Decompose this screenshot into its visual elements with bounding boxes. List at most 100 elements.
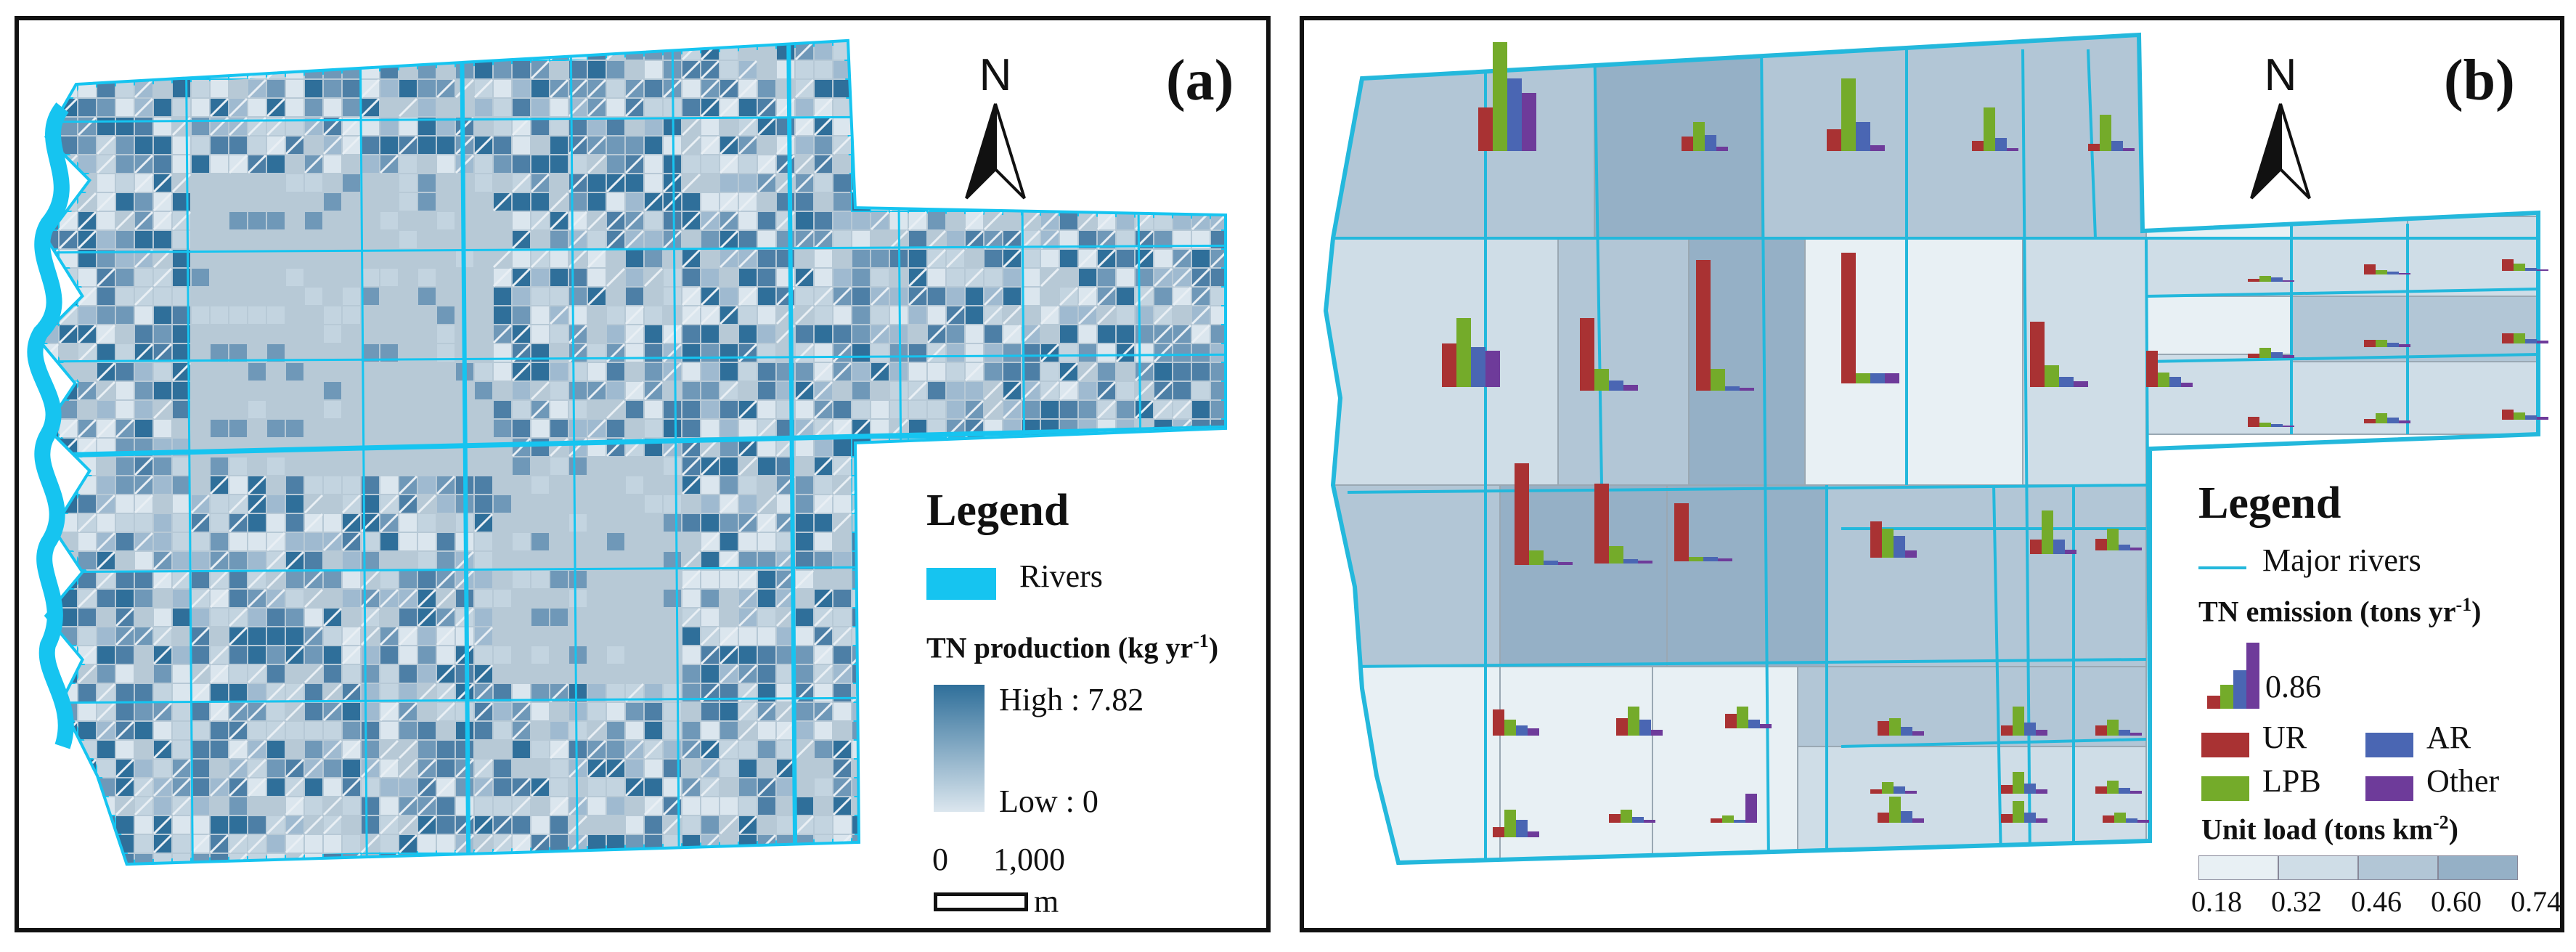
- raster-cell: [607, 816, 624, 834]
- raster-stripe: [436, 701, 456, 722]
- unit-load-zone: [2291, 296, 2538, 362]
- raster-cell: [664, 854, 681, 863]
- emission-bar: [1580, 318, 1594, 391]
- raster-cell: [871, 99, 889, 116]
- raster-cell: [135, 854, 152, 863]
- emission-bar: [1912, 731, 1924, 736]
- raster-cell: [267, 174, 285, 192]
- raster-stripe: [908, 777, 928, 797]
- raster-cell: [1060, 439, 1077, 456]
- raster-stripe: [285, 683, 305, 703]
- raster-cell: [852, 269, 870, 286]
- raster-stripe: [700, 60, 720, 80]
- north-arrow-a: N: [955, 49, 1035, 202]
- raster-cell: [78, 816, 96, 834]
- raster-cell: [97, 174, 115, 192]
- raster-cell: [852, 722, 870, 739]
- raster-cell: [833, 609, 851, 626]
- raster-cell: [494, 684, 511, 701]
- raster-stripe: [398, 475, 418, 495]
- raster-stripe: [870, 607, 890, 627]
- raster-cell: [324, 363, 341, 381]
- raster-cell: [343, 212, 360, 229]
- emission-bar: [2119, 545, 2130, 550]
- raster-cell: [852, 363, 870, 381]
- raster-cell: [796, 590, 813, 607]
- raster-cell: [305, 174, 322, 192]
- raster-cell: [966, 457, 983, 475]
- emission-bar: [2271, 424, 2283, 427]
- raster-cell: [286, 571, 303, 588]
- raster-cell: [192, 80, 209, 97]
- raster-cell: [796, 401, 813, 418]
- raster-cell: [192, 533, 209, 550]
- raster-cell: [192, 325, 209, 343]
- emission-bar: [2514, 412, 2525, 420]
- raster-cell: [1173, 306, 1191, 324]
- raster-stripe: [1077, 362, 1098, 382]
- raster-stripe: [606, 758, 626, 778]
- raster-cell: [1192, 155, 1210, 173]
- raster-stripe: [96, 267, 116, 288]
- raster-stripe: [813, 116, 833, 137]
- raster-cell: [758, 306, 775, 324]
- raster-cell: [475, 174, 492, 192]
- raster-cell: [399, 269, 417, 286]
- emission-bar: [2259, 423, 2271, 427]
- raster-cell: [852, 627, 870, 645]
- raster-cell: [626, 571, 643, 588]
- raster-stripe: [152, 834, 173, 854]
- raster-cell: [607, 193, 624, 211]
- raster-cell: [966, 344, 983, 362]
- major-river-line: [2210, 41, 2220, 224]
- raster-cell: [399, 571, 417, 588]
- scale-bar-box: [934, 892, 1028, 911]
- emission-bar: [2001, 814, 2013, 823]
- raster-cell: [645, 420, 662, 437]
- emission-bar: [2158, 373, 2169, 387]
- raster-cell: [890, 155, 908, 173]
- raster-cell: [1060, 269, 1077, 286]
- raster-cell: [588, 533, 606, 550]
- emission-bar: [1870, 521, 1882, 558]
- raster-cell: [531, 495, 549, 513]
- raster-cell: [909, 363, 926, 381]
- raster-cell: [513, 552, 530, 569]
- raster-stripe: [813, 286, 833, 306]
- raster-cell: [909, 797, 926, 815]
- raster-cell: [192, 703, 209, 720]
- emission-bar: [1516, 820, 1528, 837]
- raster-cell: [1022, 269, 1040, 286]
- raster-stripe: [209, 97, 229, 118]
- raster-cell: [1117, 306, 1134, 324]
- raster-cell: [41, 778, 58, 796]
- raster-cell: [60, 854, 77, 863]
- raster-cell: [739, 99, 757, 116]
- raster-stripe: [303, 513, 324, 533]
- raster-cell: [399, 722, 417, 739]
- raster-cell: [513, 627, 530, 645]
- raster-cell: [173, 344, 190, 362]
- raster-cell: [550, 269, 568, 286]
- raster-cell: [305, 231, 322, 248]
- raster-cell: [1117, 401, 1134, 418]
- raster-cell: [909, 816, 926, 834]
- raster-cell: [739, 760, 757, 777]
- raster-stripe: [681, 456, 701, 476]
- raster-cell: [1079, 137, 1096, 154]
- raster-cell: [78, 495, 96, 513]
- raster-cell: [1154, 439, 1172, 456]
- raster-cell: [135, 816, 152, 834]
- raster-cell: [513, 533, 530, 550]
- raster-cell: [588, 193, 606, 211]
- raster-stripe: [1172, 286, 1192, 306]
- unit-load-ramp: [2198, 855, 2518, 880]
- raster-cell: [286, 42, 303, 60]
- raster-cell: [871, 250, 889, 267]
- raster-stripe: [96, 192, 116, 212]
- raster-cell: [97, 306, 115, 324]
- raster-cell: [1060, 155, 1077, 173]
- raster-cell: [418, 533, 436, 550]
- raster-stripe: [662, 229, 682, 250]
- panel-b: (b) N Legend Major rivers TN emission (t…: [1300, 16, 2564, 932]
